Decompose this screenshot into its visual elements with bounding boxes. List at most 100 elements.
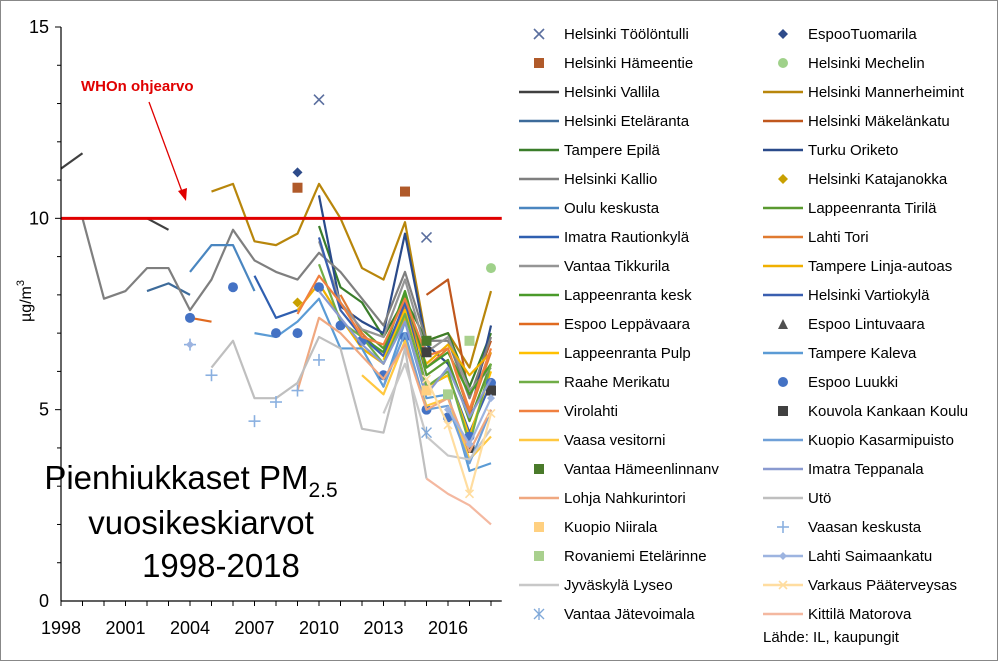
legend-item-29: Vaasa vesitorni bbox=[519, 432, 665, 449]
legend-item-22: Espoo Lintuvaara bbox=[778, 316, 925, 333]
legend-item-26: Espoo Luukki bbox=[778, 374, 898, 391]
legend-item-28: Kouvola Kankaan Koulu bbox=[778, 403, 968, 420]
legend-item-4: Helsinki Mechelin bbox=[778, 55, 925, 72]
legend-label: Vantaa Jätevoimala bbox=[564, 606, 695, 623]
series-13 bbox=[189, 244, 256, 292]
series-4 bbox=[486, 263, 496, 274]
x-tick-label-2007: 2007 bbox=[234, 618, 274, 638]
series-1-point-1 bbox=[313, 94, 325, 106]
legend-item-21: Espoo Leppävaara bbox=[519, 316, 691, 333]
legend-label: Vaasan keskusta bbox=[808, 519, 922, 536]
series-26-point-2 bbox=[228, 282, 238, 293]
series-35-point-1 bbox=[421, 385, 432, 396]
series-38 bbox=[186, 340, 495, 449]
legend-label: Helsinki Eteläranta bbox=[564, 113, 690, 130]
legend-item-1: Helsinki Töölöntulli bbox=[533, 26, 689, 43]
legend-label: Lahti Tori bbox=[808, 229, 869, 246]
series-13-line-1 bbox=[189, 244, 256, 292]
legend-label: Helsinki Vartiokylä bbox=[808, 287, 930, 304]
who-arrow-head bbox=[178, 188, 187, 201]
legend-item-38: Lahti Saimaankatu bbox=[763, 548, 932, 565]
series-7-line-1 bbox=[146, 282, 191, 296]
legend-label: Vantaa Tikkurila bbox=[564, 258, 670, 275]
series-27-line-1 bbox=[296, 274, 493, 411]
y-tick-label-10: 10 bbox=[29, 208, 49, 228]
legend-swatch-marker bbox=[778, 319, 788, 329]
legend-item-13: Oulu keskusta bbox=[519, 200, 660, 217]
legend-swatch-marker bbox=[778, 580, 788, 590]
legend-item-19: Lappeenranta kesk bbox=[519, 287, 692, 304]
x-tick-label-2010: 2010 bbox=[299, 618, 339, 638]
legend-swatch-marker bbox=[778, 406, 788, 416]
series-38-point-4 bbox=[487, 394, 495, 403]
series-36-point-2 bbox=[205, 369, 218, 382]
series-15 bbox=[253, 275, 298, 319]
series-5-line-1 bbox=[60, 152, 84, 170]
legend-item-6: Helsinki Mannerheimint bbox=[763, 84, 965, 101]
y-axis-label: µg/m3 bbox=[15, 280, 35, 322]
series-26-point-1 bbox=[185, 312, 195, 323]
y-tick-label-15: 15 bbox=[29, 17, 49, 37]
legend-item-14: Lappeenranta Tirilä bbox=[763, 200, 937, 217]
series-36-point-3 bbox=[248, 415, 261, 428]
legend-label: Vaasa vesitorni bbox=[564, 432, 665, 449]
series-40-point-4 bbox=[486, 408, 496, 419]
legend-item-40: Varkaus Pääterveysas bbox=[763, 577, 957, 594]
legend-item-41: Vantaa Jätevoimala bbox=[533, 606, 695, 623]
series-36-point-4 bbox=[270, 396, 282, 409]
plot-area bbox=[60, 94, 496, 526]
legend-label: Oulu keskusta bbox=[564, 200, 660, 217]
series-42 bbox=[425, 477, 492, 526]
legend: Helsinki Töölöntulli EspooTuomarila Helsin… bbox=[519, 26, 968, 623]
series-34-line-1 bbox=[210, 335, 428, 479]
legend-item-23: Lappeenranta Pulp bbox=[519, 345, 691, 362]
series-38-point-2 bbox=[444, 405, 452, 414]
series-15-line-1 bbox=[253, 275, 298, 319]
legend-label: Lappeenranta Pulp bbox=[564, 345, 691, 362]
series-40-line-1 bbox=[425, 378, 493, 495]
series-31-point-1 bbox=[421, 335, 432, 346]
legend-item-39: Jyväskylä Lyseo bbox=[519, 577, 673, 594]
series-28-point-1 bbox=[421, 347, 432, 358]
x-tick-label-2016: 2016 bbox=[428, 618, 468, 638]
legend-item-36: Vaasan keskusta bbox=[777, 519, 922, 536]
series-11-line-1 bbox=[81, 218, 493, 400]
legend-label: Lohja Nahkurintori bbox=[564, 490, 686, 507]
legend-item-8: Helsinki Mäkelänkatu bbox=[763, 113, 950, 130]
series-41 bbox=[421, 426, 432, 439]
legend-label: Helsinki Katajanokka bbox=[808, 171, 948, 188]
legend-swatch-marker bbox=[777, 521, 789, 533]
legend-label: Kittilä Matorova bbox=[808, 606, 912, 623]
legend-label: Helsinki Mechelin bbox=[808, 55, 925, 72]
series-5-line-2 bbox=[146, 217, 170, 231]
legend-item-24: Tampere Kaleva bbox=[763, 345, 917, 362]
legend-label: Varkaus Pääterveysas bbox=[808, 577, 957, 594]
y-tick-label-5: 5 bbox=[39, 400, 49, 420]
legend-item-17: Vantaa Tikkurila bbox=[519, 258, 670, 275]
legend-swatch-marker bbox=[534, 551, 544, 561]
legend-label: Helsinki Mäkelänkatu bbox=[808, 113, 950, 130]
legend-label: Helsinki Vallila bbox=[564, 84, 660, 101]
legend-item-5: Helsinki Vallila bbox=[519, 84, 660, 101]
series-3-point-2 bbox=[400, 186, 410, 197]
series-2 bbox=[292, 167, 303, 178]
series-39-line-1 bbox=[382, 362, 492, 461]
series-26-point-4 bbox=[292, 328, 303, 339]
series-17 bbox=[317, 240, 492, 392]
legend-label: Raahe Merikatu bbox=[564, 374, 670, 391]
chart-title: Pienhiukkaset PM2.5 bbox=[44, 459, 337, 502]
series-40 bbox=[421, 374, 496, 499]
legend-item-11: Helsinki Kallio bbox=[519, 171, 657, 188]
series-12-point-1 bbox=[292, 297, 303, 308]
series-12 bbox=[292, 297, 303, 308]
axes: 0 5 10 15 1998 2001 2004 2007 2010 2013 2016 bbox=[29, 17, 502, 638]
legend-label: Rovaniemi Etelärinne bbox=[564, 548, 707, 565]
series-1 bbox=[313, 94, 433, 244]
legend-label: Turku Oriketo bbox=[808, 142, 898, 159]
series-4-point-1 bbox=[486, 263, 496, 274]
legend-swatch-marker bbox=[778, 58, 788, 68]
legend-label: Tampere Linja-autoas bbox=[808, 258, 952, 275]
legend-label: Espoo Luukki bbox=[808, 374, 898, 391]
legend-label: Lappeenranta kesk bbox=[564, 287, 692, 304]
